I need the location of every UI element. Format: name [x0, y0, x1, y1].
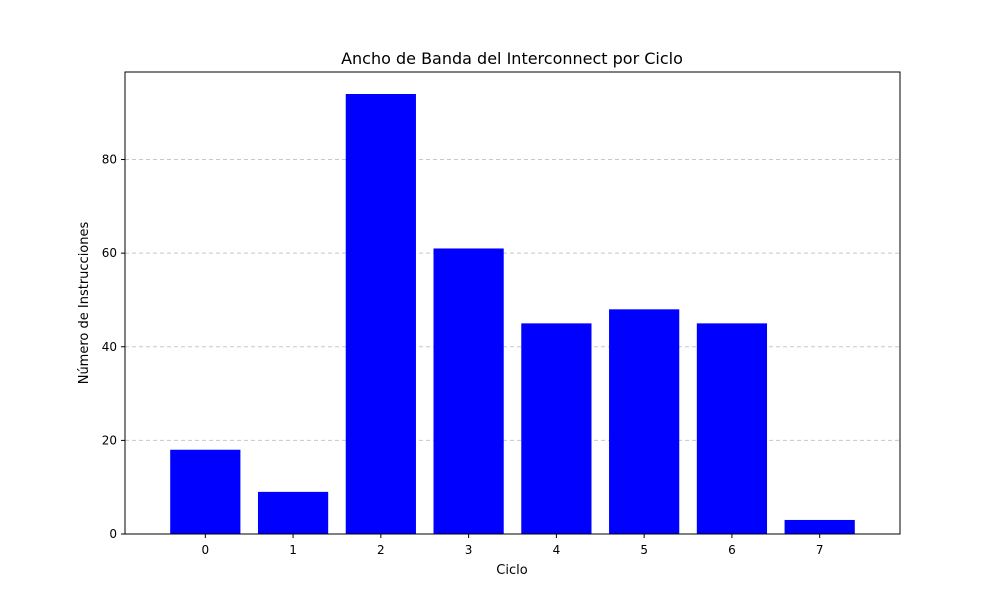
- bar-7: [784, 519, 855, 534]
- y-tick-label: 40: [102, 340, 117, 354]
- y-tick-label: 20: [102, 433, 117, 447]
- x-tick-label: 1: [289, 543, 297, 557]
- x-tick-label: 5: [640, 543, 648, 557]
- bar-0: [170, 449, 241, 534]
- y-tick-label: 80: [102, 153, 117, 167]
- bars: [170, 94, 855, 534]
- chart-title: Ancho de Banda del Interconnect por Cicl…: [341, 49, 683, 68]
- x-axis-label: Ciclo: [496, 563, 527, 578]
- bar-1: [257, 491, 329, 534]
- plot-frame: [124, 71, 901, 535]
- x-tick-label: 7: [816, 543, 824, 557]
- bar-3: [433, 248, 504, 534]
- x-tick-label: 3: [465, 543, 473, 557]
- y-axis-label: Número de Instrucciones: [77, 222, 92, 385]
- x-tick-label: 6: [728, 543, 736, 557]
- y-tick-label: 60: [102, 246, 117, 260]
- bar-5: [609, 309, 680, 534]
- bar-4: [521, 323, 592, 534]
- x-ticks: 0 1 2 3 4 5 6 7: [201, 534, 824, 557]
- x-tick-label: 2: [377, 543, 385, 557]
- x-tick-label: 0: [201, 543, 209, 557]
- bar-2: [345, 94, 416, 534]
- bar-6: [696, 323, 768, 534]
- y-tick-label: 0: [109, 527, 117, 541]
- grid-lines: [125, 159, 900, 441]
- x-tick-label: 4: [553, 543, 561, 557]
- y-ticks: 0 20 40 60 80: [102, 153, 125, 541]
